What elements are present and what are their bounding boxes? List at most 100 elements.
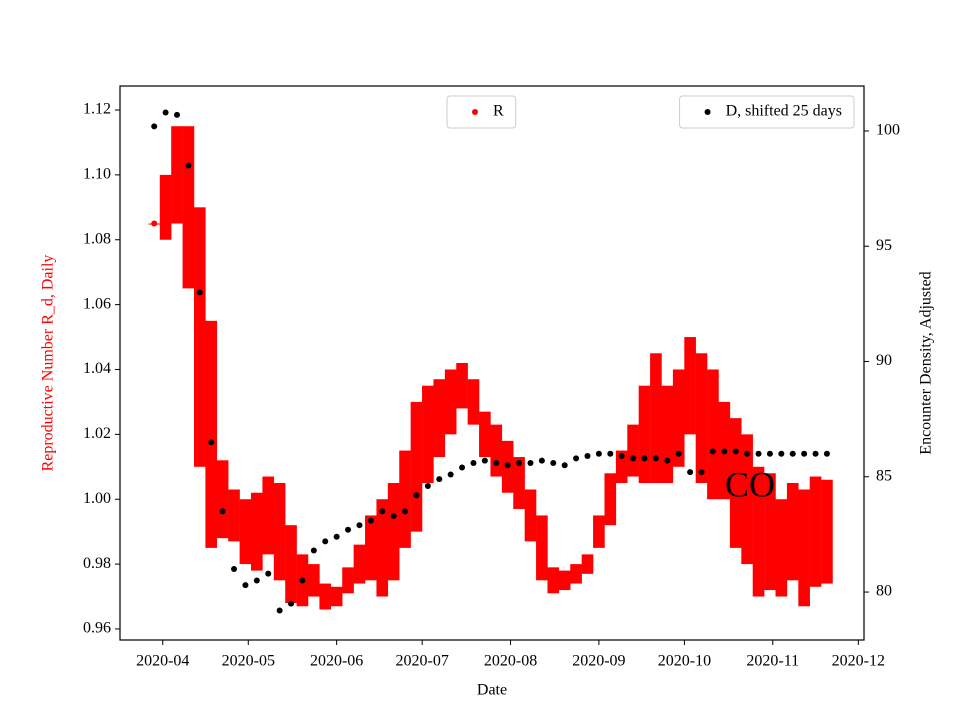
data-point <box>424 431 431 438</box>
data-point <box>630 447 637 454</box>
x-tick-label: 2020-10 <box>658 653 711 670</box>
data-point <box>732 448 739 455</box>
data-point <box>595 528 602 535</box>
data-point <box>162 109 169 116</box>
annotation: CO <box>725 464 775 504</box>
data-point <box>367 544 374 551</box>
data-point <box>185 162 192 169</box>
legend-marker <box>472 109 478 115</box>
plot-frame <box>119 85 865 641</box>
x-tick-label: 2020-07 <box>395 653 448 670</box>
data-point <box>310 577 317 584</box>
x-tick-label: 2020-12 <box>832 653 885 670</box>
data-point <box>288 561 295 568</box>
data-point <box>481 431 488 438</box>
data-point <box>607 496 614 503</box>
data-point <box>823 528 830 535</box>
data-point <box>345 577 352 584</box>
data-point <box>185 204 192 211</box>
data-point <box>196 289 203 296</box>
data-point <box>812 528 819 535</box>
data-point <box>516 480 523 487</box>
data-point <box>493 459 500 466</box>
legend-label: D, shifted 25 days <box>726 103 842 120</box>
data-point <box>573 455 580 462</box>
data-point <box>755 528 762 535</box>
data-point <box>687 382 694 389</box>
data-point <box>641 455 648 462</box>
data-point <box>253 528 260 535</box>
data-point <box>174 111 181 118</box>
data-point <box>322 538 329 545</box>
data-point <box>413 463 420 470</box>
data-point <box>641 431 648 438</box>
data-point <box>618 453 625 460</box>
data-point <box>664 457 671 464</box>
data-point <box>709 431 716 438</box>
data-point <box>630 455 637 462</box>
y-tick-label: 1.02 <box>83 425 111 442</box>
data-point <box>447 398 454 405</box>
data-point <box>652 455 659 462</box>
data-point <box>208 431 215 438</box>
data-point <box>607 450 614 457</box>
data-point <box>561 577 568 584</box>
y-tick-label: 1.12 <box>83 101 111 118</box>
y2-tick-label: 85 <box>876 467 892 484</box>
data-point <box>789 528 796 535</box>
data-point <box>470 459 477 466</box>
data-point <box>310 547 317 554</box>
y2-tick-label: 95 <box>876 237 892 254</box>
data-point <box>265 512 272 519</box>
data-point <box>151 220 158 227</box>
x-tick-label: 2020-04 <box>136 653 189 670</box>
x-tick-label: 2020-11 <box>746 653 799 670</box>
data-point <box>402 508 409 515</box>
data-point <box>789 450 796 457</box>
data-point <box>322 593 329 600</box>
data-point <box>538 544 545 551</box>
data-point <box>516 459 523 466</box>
y2-axis-label: Encounter Density, Adjusted <box>918 271 935 454</box>
legend-box <box>679 95 855 129</box>
legend-label: R <box>493 103 504 120</box>
legend: D, shifted 25 days <box>679 95 855 129</box>
data-point <box>436 476 443 483</box>
y-tick-label: 1.00 <box>83 490 111 507</box>
data-point <box>253 577 260 584</box>
data-point <box>288 600 295 607</box>
data-point <box>652 415 659 422</box>
data-point <box>698 415 705 422</box>
data-point <box>550 577 557 584</box>
y-tick-label: 1.06 <box>83 295 111 312</box>
data-point <box>584 561 591 568</box>
data-point <box>561 462 568 469</box>
data-point <box>424 482 431 489</box>
data-point <box>698 469 705 476</box>
data-point <box>664 431 671 438</box>
y-tick-label: 0.96 <box>83 620 111 637</box>
data-point <box>812 450 819 457</box>
data-point <box>413 492 420 499</box>
y-axis-label: Reproductive Number R_d, Daily <box>40 255 57 472</box>
data-point <box>333 533 340 540</box>
data-point <box>744 450 751 457</box>
data-point <box>618 463 625 470</box>
data-point <box>801 450 808 457</box>
data-point <box>504 462 511 469</box>
data-point <box>390 512 397 519</box>
legend: R <box>446 95 517 129</box>
data-point <box>208 439 215 446</box>
data-point <box>345 526 352 533</box>
data-point <box>584 453 591 460</box>
y-tick-label: 0.98 <box>83 555 111 572</box>
data-point <box>242 528 249 535</box>
data-point <box>459 382 466 389</box>
data-point <box>801 544 808 551</box>
data-point <box>231 565 238 572</box>
data-point <box>481 457 488 464</box>
data-point <box>493 447 500 454</box>
data-point <box>447 471 454 478</box>
x-tick-label: 2020-08 <box>484 653 537 670</box>
